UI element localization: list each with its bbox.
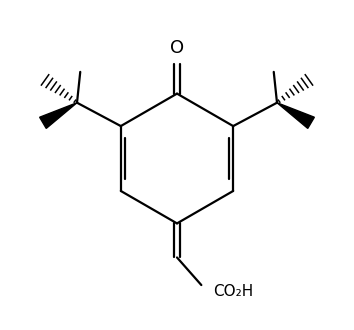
Polygon shape xyxy=(40,103,77,128)
Text: CO₂H: CO₂H xyxy=(213,284,253,299)
Text: O: O xyxy=(170,39,184,57)
Polygon shape xyxy=(277,103,314,128)
